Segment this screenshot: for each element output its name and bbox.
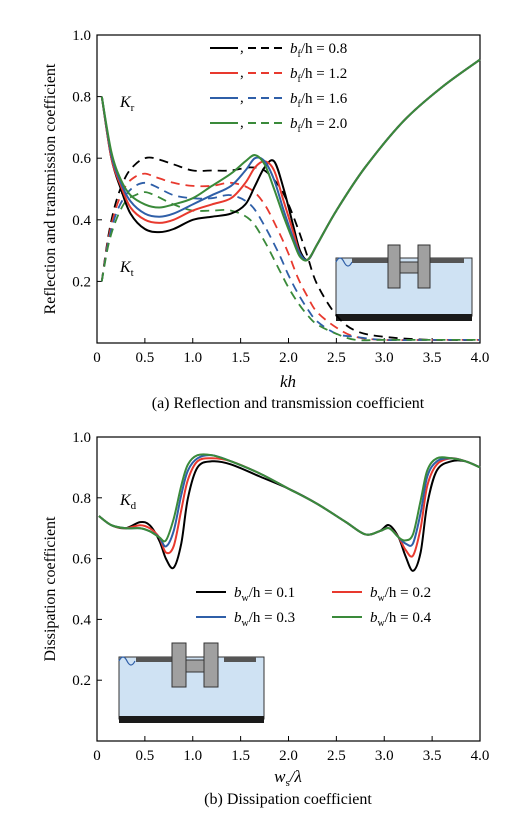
- inset-left-pontoon: [171, 642, 187, 688]
- inset-water: [335, 257, 473, 317]
- chart-b-series: [98, 453, 481, 572]
- transmission-line-0: [100, 156, 481, 342]
- x-tick-label: 3.5: [423, 350, 442, 366]
- chart-b-inset-diagram: [118, 642, 265, 723]
- y-tick-label: 0.8: [72, 90, 91, 106]
- chart-a-x-axis-label: kh: [280, 372, 296, 391]
- legend-label: bw/h = 0.3: [234, 610, 295, 629]
- inset-left-plate: [352, 258, 388, 263]
- chart-a-inset-diagram: [335, 244, 473, 321]
- kt-label: Kt: [119, 259, 134, 279]
- chart-b: 0 0.5 1.0 1.5 2.0 2.5 3.0 3.5 4.0 0.2 0.4 0.6 0.8 1.0…: [42, 430, 489, 808]
- reflection-line-3: [100, 58, 481, 262]
- inset-right-pontoon: [417, 244, 431, 289]
- legend-label: bf/h = 1.2: [290, 66, 347, 85]
- inset-connector: [399, 261, 419, 274]
- chart-a-y-axis-label: Reflection and transmission coefficient: [42, 63, 59, 314]
- y-tick-label: 0.2: [72, 673, 91, 689]
- transmission-line-1: [100, 172, 480, 342]
- legend-label: bw/h = 0.2: [370, 585, 431, 604]
- y-tick-label: 0.6: [72, 151, 91, 167]
- chart-a-ticks: 0 0.5 1.0 1.5 2.0 2.5 3.0 3.5 4.0 0.2 0.4 0.6 0.8 1.0: [72, 28, 489, 366]
- inset-seabed: [119, 716, 264, 723]
- x-tick-label: 0.5: [136, 748, 155, 764]
- legend-separator: ,: [240, 65, 244, 81]
- chart-b-y-axis-label: Dissipation coefficient: [42, 516, 59, 662]
- chart-a: 0 0.5 1.0 1.5 2.0 2.5 3.0 3.5 4.0 0.2 0.4 0.6 0.8 1.0…: [42, 28, 489, 412]
- x-tick-label: 2.5: [327, 350, 346, 366]
- x-tick-label: 1.0: [183, 350, 202, 366]
- x-tick-label: 0.5: [136, 350, 155, 366]
- x-tick-label: 1.5: [231, 350, 250, 366]
- chart-b-x-axis-label: ws/λ: [274, 767, 302, 789]
- x-tick-label: 2.5: [327, 748, 346, 764]
- x-tick-label: 2.0: [279, 350, 298, 366]
- inset-seabed: [336, 314, 472, 321]
- kr-label: Kr: [119, 94, 135, 114]
- x-tick-label: 1.0: [183, 748, 202, 764]
- inset-left-pontoon: [387, 244, 401, 289]
- x-tick-label: 4.0: [471, 350, 490, 366]
- x-tick-label: 3.0: [375, 350, 394, 366]
- inset-wave: [335, 257, 353, 267]
- chart-b-legend: bw/h = 0.1 bw/h = 0.2 bw/h = 0.3 bw/h = 0.4: [196, 585, 432, 629]
- y-tick-label: 0.4: [72, 213, 91, 229]
- inset-connector: [185, 659, 205, 673]
- x-tick-label: 4.0: [471, 748, 490, 764]
- chart-a-caption: (a) Reflection and transmission coeffici…: [152, 395, 425, 412]
- legend-label: bw/h = 0.1: [234, 585, 295, 604]
- kd-label: Kd: [119, 492, 137, 512]
- x-tick-label: 0: [93, 748, 101, 764]
- inset-right-pontoon: [203, 642, 219, 688]
- dissipation-line-3: [98, 453, 481, 543]
- inset-right-plate: [224, 657, 256, 662]
- legend-label: bf/h = 0.8: [290, 41, 347, 60]
- y-tick-label: 1.0: [72, 28, 91, 44]
- legend-separator: ,: [240, 115, 244, 131]
- y-tick-label: 0.8: [72, 491, 91, 507]
- chart-b-ticks: 0 0.5 1.0 1.5 2.0 2.5 3.0 3.5 4.0 0.2 0.4 0.6 0.8 1.0: [72, 430, 489, 764]
- reflection-line-2: [100, 58, 481, 262]
- legend-label: bf/h = 1.6: [290, 91, 348, 110]
- x-tick-label: 1.5: [231, 748, 250, 764]
- legend-label: bf/h = 2.0: [290, 116, 347, 135]
- inset-left-plate: [136, 657, 172, 662]
- legend-separator: ,: [240, 90, 244, 106]
- y-tick-label: 0.4: [72, 612, 91, 628]
- legend-separator: ,: [240, 40, 244, 56]
- y-tick-label: 1.0: [72, 430, 91, 446]
- inset-right-plate: [430, 258, 464, 263]
- x-tick-label: 2.0: [279, 748, 298, 764]
- chart-b-caption: (b) Dissipation coefficient: [204, 791, 372, 808]
- inset-wave: [118, 656, 136, 666]
- x-tick-label: 0: [93, 350, 101, 366]
- y-tick-label: 0.2: [72, 274, 91, 290]
- chart-a-legend: , bf/h = 0.8, bf/h = 1.2, bf/h = 1.6, bf/h =…: [210, 40, 348, 135]
- legend-label: bw/h = 0.4: [370, 610, 432, 629]
- chart-a-series: [100, 58, 481, 342]
- x-tick-label: 3.0: [375, 748, 394, 764]
- x-tick-label: 3.5: [423, 748, 442, 764]
- y-tick-label: 0.6: [72, 552, 91, 568]
